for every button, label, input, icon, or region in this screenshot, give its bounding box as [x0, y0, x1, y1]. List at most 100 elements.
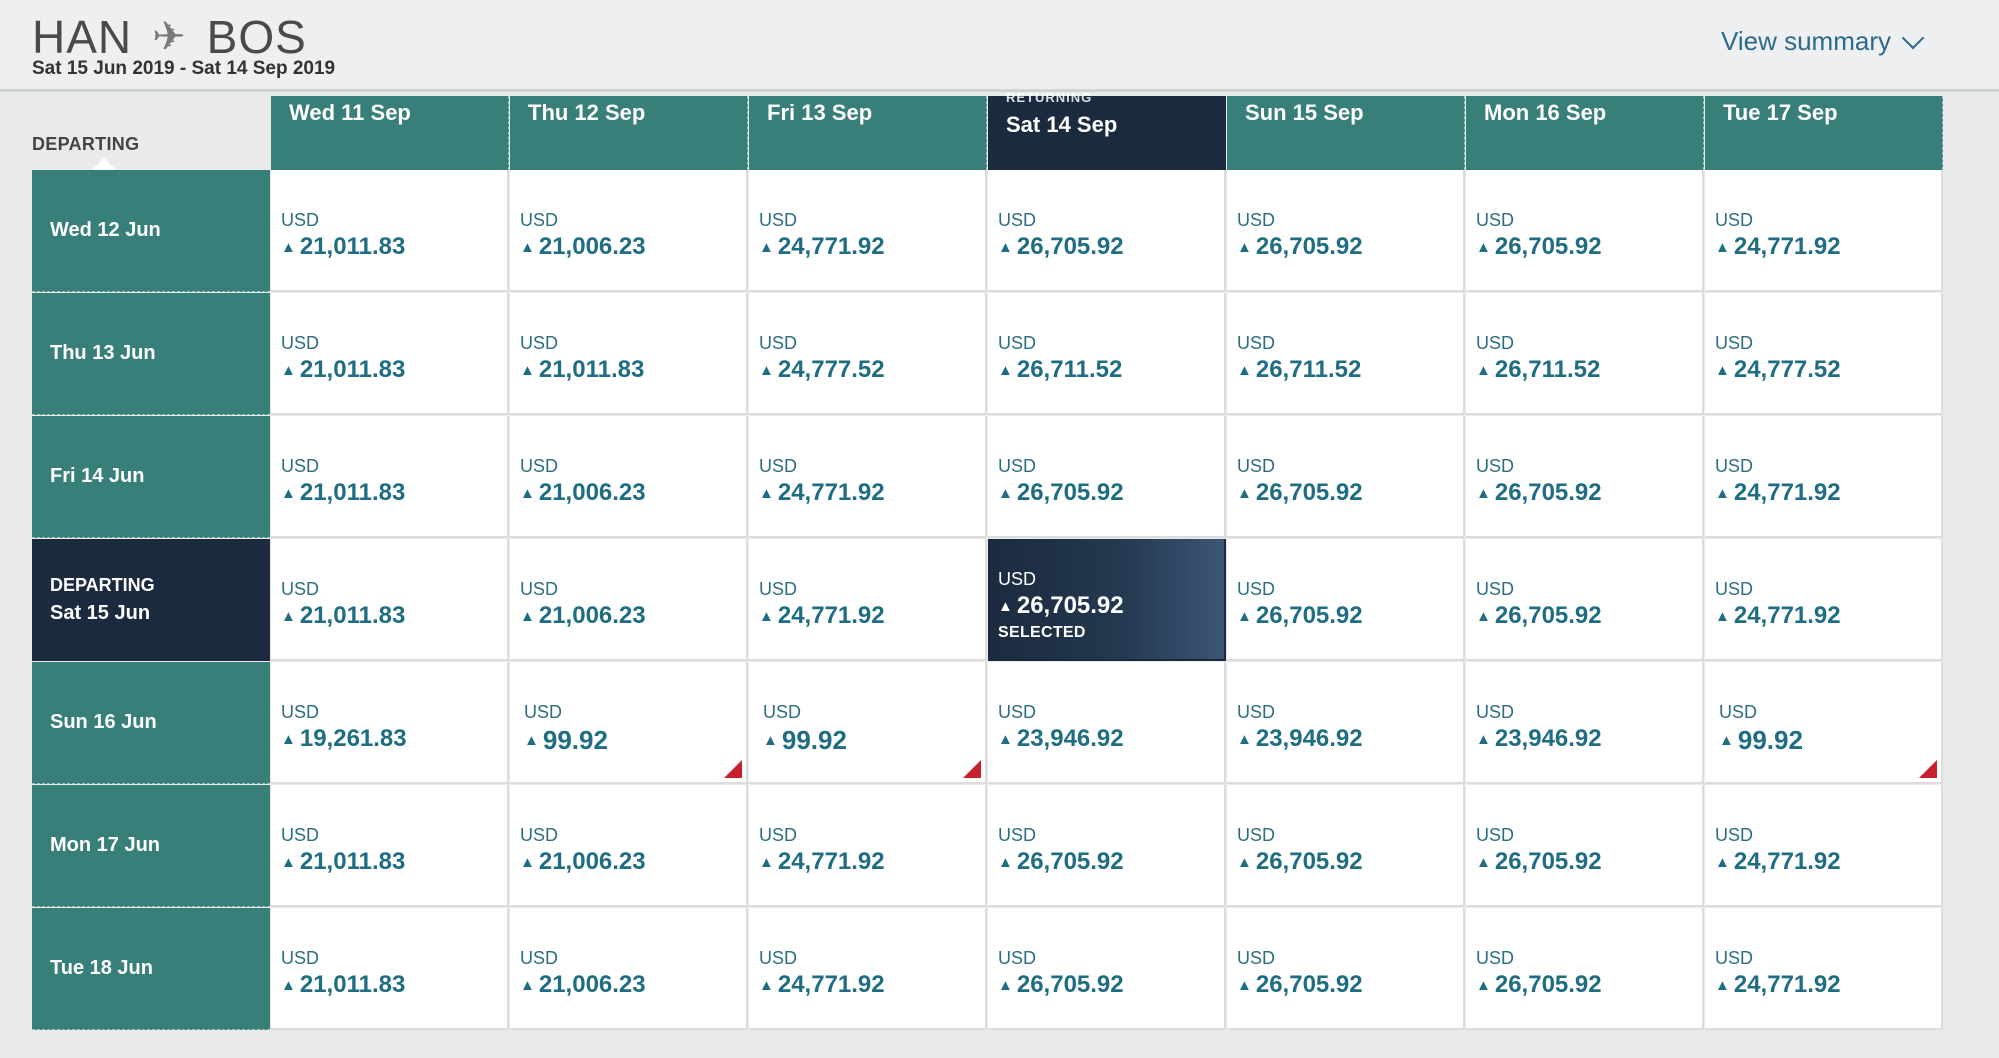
fare-cell[interactable]: USD ▲ 24,771.92: [749, 416, 987, 538]
fare-price: ▲ 26,705.92: [1476, 233, 1702, 261]
fare-price-value: 26,705.92: [1016, 592, 1124, 619]
fare-cell[interactable]: USD ▲ 26,705.92: [1466, 908, 1704, 1030]
return-date-header[interactable]: Wed 11 Sep: [271, 96, 509, 170]
fare-cell[interactable]: USD ▲ 23,946.92: [1466, 662, 1704, 784]
departing-label: DEPARTING: [50, 574, 155, 595]
fare-cell[interactable]: USD ▲ 26,705.92: [1227, 416, 1465, 538]
fare-price: ▲ 21,011.83: [281, 356, 507, 384]
depart-date-header[interactable]: Thu 13 Jun: [32, 293, 270, 415]
depart-date-header[interactable]: Mon 17 Jun: [32, 785, 270, 907]
fare-price-value: 99.92: [781, 725, 847, 755]
fare-cell[interactable]: USD ▲ 24,771.92: [749, 539, 987, 661]
depart-date-header[interactable]: Sun 16 Jun: [32, 662, 270, 784]
depart-date-header[interactable]: Fri 14 Jun: [32, 416, 270, 538]
return-date-header[interactable]: Tue 17 Sep: [1705, 96, 1943, 170]
fare-price: ▲ 19,261.83: [281, 725, 507, 753]
depart-date-label: Wed 12 Jun: [50, 219, 161, 241]
fare-cell[interactable]: USD ▲ 21,006.23: [510, 908, 748, 1030]
fare-cell[interactable]: USD ▲ 21,006.23: [510, 170, 748, 292]
fare-cell[interactable]: USD ▲ 24,771.92: [749, 908, 987, 1030]
fare-price-value: 26,705.92: [1255, 848, 1363, 875]
fare-price: ▲ 26,705.92: [998, 233, 1224, 261]
fare-cell[interactable]: USD ▲ 24,777.52: [1705, 293, 1943, 415]
return-date-header[interactable]: Thu 12 Sep: [510, 96, 748, 170]
depart-date-header[interactable]: DEPARTING Sat 15 Jun: [32, 539, 270, 661]
fare-cell[interactable]: USD ▲ 26,705.92: [1466, 539, 1704, 661]
fare-price: ▲ 26,705.92: [998, 592, 1224, 620]
fare-cell[interactable]: USD ▲ 26,705.92: [1227, 908, 1465, 1030]
caret-up-icon: ▲: [1237, 607, 1252, 625]
fare-cell[interactable]: USD ▲ 21,011.83: [271, 416, 509, 538]
fare-cell[interactable]: USD ▲ 23,946.92: [988, 662, 1226, 784]
currency-label: USD: [998, 569, 1037, 589]
fare-price: ▲ 26,705.92: [1476, 971, 1702, 999]
fare-price: ▲ 24,771.92: [759, 602, 985, 630]
fare-cell[interactable]: USD ▲ 26,705.92 SELECTED: [988, 539, 1226, 661]
fare-cell[interactable]: USD ▲ 26,705.92: [1466, 170, 1704, 292]
fare-cell[interactable]: USD ▲ 99.92: [1705, 662, 1943, 784]
fare-cell[interactable]: USD ▲ 24,771.92: [749, 170, 987, 292]
fare-price-value: 21,011.83: [299, 356, 406, 383]
fare-cell[interactable]: USD ▲ 21,011.83: [510, 293, 748, 415]
fare-cell[interactable]: USD ▲ 26,705.92: [1466, 785, 1704, 907]
depart-date-header[interactable]: Tue 18 Jun: [32, 908, 270, 1030]
fare-price-value: 26,705.92: [1494, 233, 1602, 260]
fare-cell[interactable]: USD ▲ 26,705.92: [1466, 416, 1704, 538]
fare-cell[interactable]: USD ▲ 19,261.83: [271, 662, 509, 784]
currency-label: USD: [759, 210, 798, 230]
currency-label: USD: [1237, 333, 1276, 353]
fare-price-value: 24,771.92: [1733, 233, 1841, 260]
fare-cell[interactable]: USD ▲ 23,946.92: [1227, 662, 1465, 784]
fare-price: ▲ 26,711.52: [1237, 356, 1463, 384]
return-date-header[interactable]: RETURNING Sat 14 Sep: [988, 90, 1226, 170]
destination-code: BOS: [206, 11, 307, 63]
currency-label: USD: [759, 333, 798, 353]
fare-cell[interactable]: USD ▲ 26,705.92: [1227, 170, 1465, 292]
return-date-header[interactable]: Fri 13 Sep: [749, 96, 987, 170]
caret-up-icon: ▲: [524, 732, 539, 749]
fare-cell[interactable]: USD ▲ 26,711.52: [1466, 293, 1704, 415]
fare-cell[interactable]: USD ▲ 26,705.92: [988, 785, 1226, 907]
currency-label: USD: [1715, 210, 1754, 230]
caret-up-icon: ▲: [759, 238, 774, 256]
fare-cell[interactable]: USD ▲ 21,006.23: [510, 416, 748, 538]
fare-cell[interactable]: USD ▲ 26,705.92: [1227, 785, 1465, 907]
fare-cell[interactable]: USD ▲ 21,006.23: [510, 539, 748, 661]
fare-price-value: 21,006.23: [538, 233, 646, 260]
fare-cell[interactable]: USD ▲ 21,011.83: [271, 785, 509, 907]
fare-cell[interactable]: USD ▲ 26,705.92: [988, 908, 1226, 1030]
fare-cell[interactable]: USD ▲ 21,011.83: [271, 908, 509, 1030]
fare-cell[interactable]: USD ▲ 26,705.92: [1227, 539, 1465, 661]
fare-price-value: 21,006.23: [538, 971, 646, 998]
fare-cell[interactable]: USD ▲ 24,777.52: [749, 293, 987, 415]
fare-cell[interactable]: USD ▲ 26,711.52: [1227, 293, 1465, 415]
fare-cell[interactable]: USD ▲ 26,705.92: [988, 170, 1226, 292]
currency-label: USD: [1476, 456, 1515, 476]
fare-cell[interactable]: USD ▲ 99.92: [749, 662, 987, 784]
fare-cell[interactable]: USD ▲ 24,771.92: [1705, 416, 1943, 538]
fare-cell[interactable]: USD ▲ 99.92: [510, 662, 748, 784]
fare-cell[interactable]: USD ▲ 21,011.83: [271, 539, 509, 661]
fare-cell[interactable]: USD ▲ 21,011.83: [271, 293, 509, 415]
fare-cell[interactable]: USD ▲ 24,771.92: [1705, 908, 1943, 1030]
caret-up-icon: ▲: [998, 597, 1013, 615]
fare-cell[interactable]: USD ▲ 24,771.92: [1705, 785, 1943, 907]
fare-cell[interactable]: USD ▲ 24,771.92: [749, 785, 987, 907]
return-date-header[interactable]: Mon 16 Sep: [1466, 96, 1704, 170]
view-summary-button[interactable]: View summary: [1721, 26, 1925, 57]
return-date-header[interactable]: Sun 15 Sep: [1227, 96, 1465, 170]
caret-up-icon: ▲: [1237, 484, 1252, 502]
caret-up-icon: ▲: [1237, 730, 1252, 748]
fare-cell[interactable]: USD ▲ 24,771.92: [1705, 170, 1943, 292]
fare-cell[interactable]: USD ▲ 21,011.83: [271, 170, 509, 292]
caret-up-icon: ▲: [281, 853, 296, 871]
fare-cell[interactable]: USD ▲ 21,006.23: [510, 785, 748, 907]
depart-date-header[interactable]: Wed 12 Jun: [32, 170, 270, 292]
fare-cell[interactable]: USD ▲ 26,711.52: [988, 293, 1226, 415]
deal-flag-icon: [1919, 760, 1937, 778]
fare-price: ▲ 26,705.92: [998, 479, 1224, 507]
currency-label: USD: [520, 948, 559, 968]
fare-cell[interactable]: USD ▲ 26,705.92: [988, 416, 1226, 538]
fare-cell[interactable]: USD ▲ 24,771.92: [1705, 539, 1943, 661]
currency-label: USD: [1237, 702, 1276, 722]
